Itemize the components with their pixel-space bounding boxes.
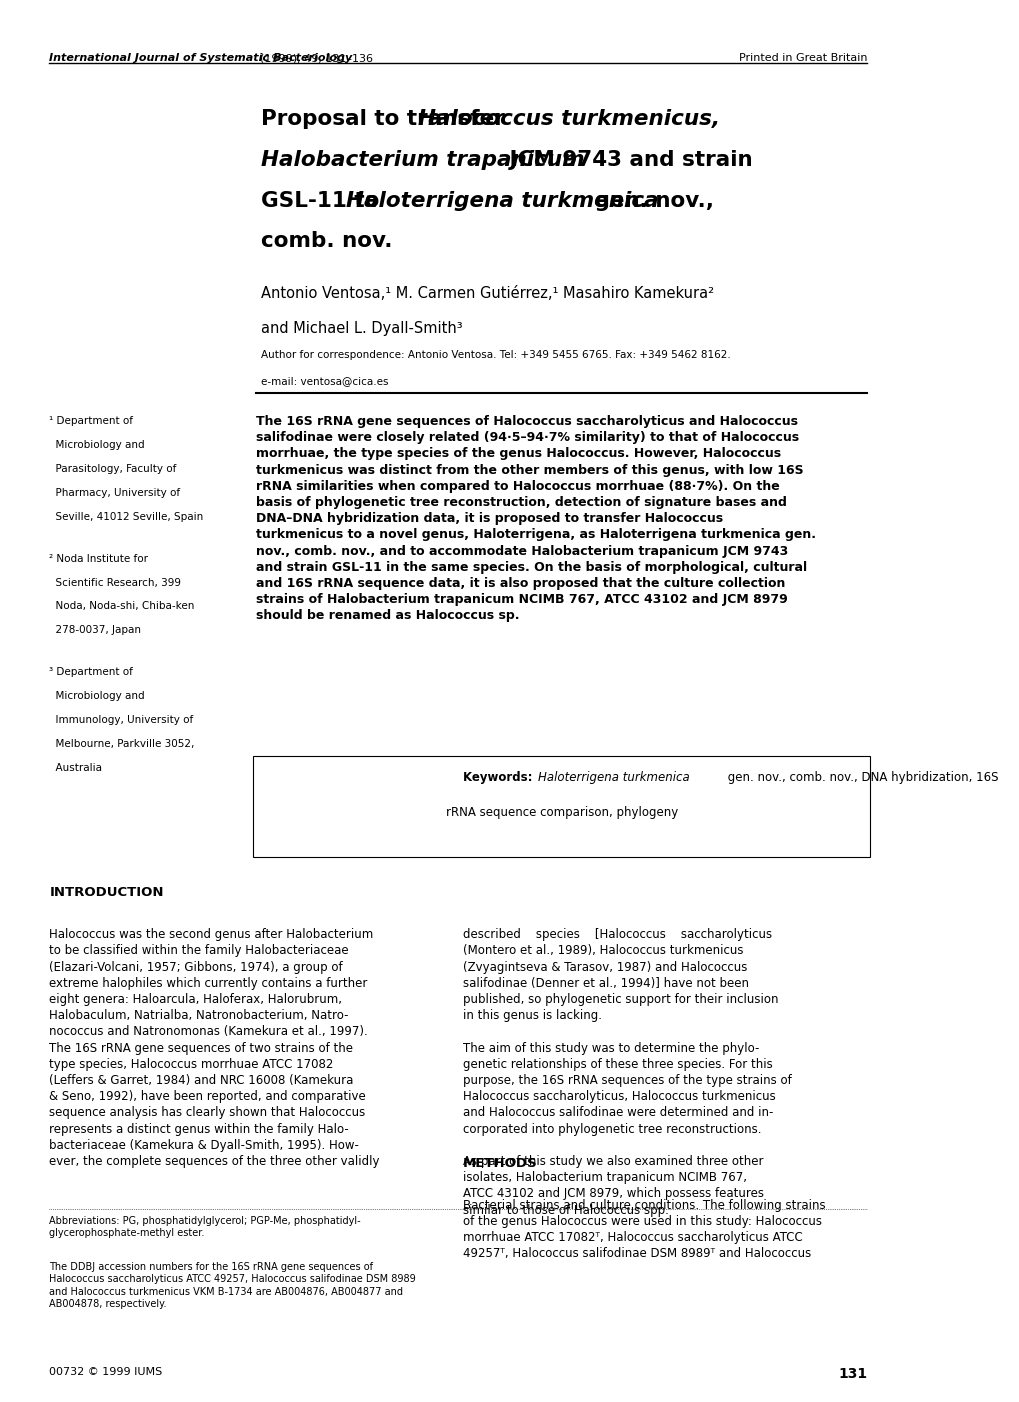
- Text: METHODS: METHODS: [463, 1157, 537, 1169]
- Text: Keywords:: Keywords:: [463, 771, 536, 784]
- Text: rRNA sequence comparison, phylogeny: rRNA sequence comparison, phylogeny: [445, 806, 678, 819]
- Text: Haloterrigena turkmenica: Haloterrigena turkmenica: [345, 191, 658, 210]
- Text: ² Noda Institute for: ² Noda Institute for: [49, 554, 149, 564]
- Text: ³ Department of: ³ Department of: [49, 667, 133, 677]
- Text: Australia: Australia: [49, 763, 102, 773]
- Text: Proposal to transfer: Proposal to transfer: [261, 109, 512, 129]
- Text: Parasitology, Faculty of: Parasitology, Faculty of: [49, 464, 176, 474]
- Text: JCM 9743 and strain: JCM 9743 and strain: [501, 150, 751, 170]
- Text: International Journal of Systematic Bacteriology: International Journal of Systematic Bact…: [49, 53, 353, 63]
- FancyBboxPatch shape: [254, 756, 869, 857]
- Text: gen. nov.,: gen. nov.,: [586, 191, 713, 210]
- Text: Antonio Ventosa,¹ M. Carmen Gutiérrez,¹ Masahiro Kamekura²: Antonio Ventosa,¹ M. Carmen Gutiérrez,¹ …: [261, 286, 713, 301]
- Text: described    species    [Halococcus    saccharolyticus
(Montero et al., 1989), H: described species [Halococcus saccharoly…: [463, 928, 791, 1217]
- Text: ¹ Department of: ¹ Department of: [49, 416, 133, 426]
- Text: Halobacterium trapanicum: Halobacterium trapanicum: [261, 150, 584, 170]
- Text: and Michael L. Dyall-Smith³: and Michael L. Dyall-Smith³: [261, 321, 462, 336]
- Text: Printed in Great Britain: Printed in Great Britain: [738, 53, 866, 63]
- Text: INTRODUCTION: INTRODUCTION: [49, 886, 164, 899]
- Text: The 16S rRNA gene sequences of Halococcus saccharolyticus and Halococcus
salifod: The 16S rRNA gene sequences of Halococcu…: [256, 415, 815, 622]
- Text: Microbiology and: Microbiology and: [49, 691, 145, 701]
- Text: comb. nov.: comb. nov.: [261, 231, 391, 251]
- Text: Noda, Noda-shi, Chiba-ken: Noda, Noda-shi, Chiba-ken: [49, 601, 195, 611]
- Text: The DDBJ accession numbers for the 16S rRNA gene sequences of
Halococcus sacchar: The DDBJ accession numbers for the 16S r…: [49, 1262, 416, 1309]
- Text: Seville, 41012 Seville, Spain: Seville, 41012 Seville, Spain: [49, 512, 204, 522]
- Text: 00732 © 1999 IUMS: 00732 © 1999 IUMS: [49, 1367, 162, 1377]
- Text: Melbourne, Parkville 3052,: Melbourne, Parkville 3052,: [49, 739, 195, 749]
- Text: Immunology, University of: Immunology, University of: [49, 715, 194, 725]
- Text: (1999), 49, 131–136: (1999), 49, 131–136: [260, 53, 372, 63]
- Text: Pharmacy, University of: Pharmacy, University of: [49, 488, 180, 498]
- Text: Halococcus was the second genus after Halobacterium
to be classified within the : Halococcus was the second genus after Ha…: [49, 928, 379, 1168]
- Text: e-mail: ventosa@cica.es: e-mail: ventosa@cica.es: [261, 376, 388, 386]
- Text: Bacterial strains and culture conditions. The following strains
of the genus Hal: Bacterial strains and culture conditions…: [463, 1199, 824, 1260]
- Text: Abbreviations: PG, phosphatidylglycerol; PGP-Me, phosphatidyl-
glycerophosphate-: Abbreviations: PG, phosphatidylglycerol;…: [49, 1216, 361, 1238]
- Text: Halococcus turkmenicus,: Halococcus turkmenicus,: [418, 109, 719, 129]
- Text: gen. nov., comb. nov., DNA hybridization, 16S: gen. nov., comb. nov., DNA hybridization…: [723, 771, 998, 784]
- Text: 131: 131: [838, 1367, 866, 1381]
- Text: Microbiology and: Microbiology and: [49, 440, 145, 450]
- Text: GSL-11 to: GSL-11 to: [261, 191, 386, 210]
- Text: 278-0037, Japan: 278-0037, Japan: [49, 625, 142, 635]
- Text: Scientific Research, 399: Scientific Research, 399: [49, 578, 181, 587]
- Text: Haloterrigena turkmenica: Haloterrigena turkmenica: [537, 771, 689, 784]
- Text: Author for correspondence: Antonio Ventosa. Tel: +349 5455 6765. Fax: +349 5462 : Author for correspondence: Antonio Vento…: [261, 350, 730, 360]
